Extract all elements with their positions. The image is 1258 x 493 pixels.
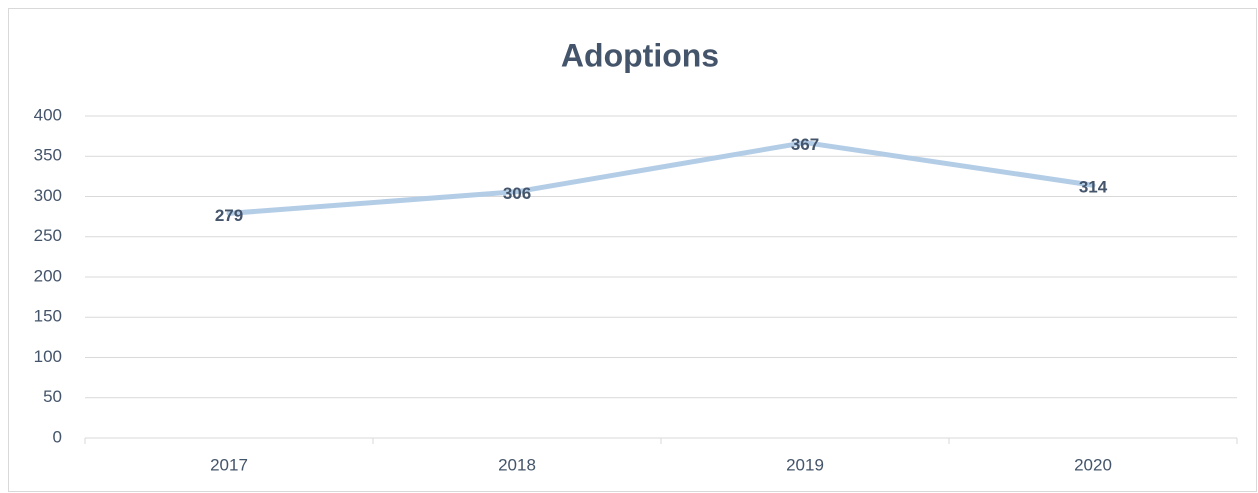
x-tick-label: 2018	[498, 455, 536, 474]
data-line	[226, 140, 1096, 216]
chart-frame	[8, 8, 1257, 492]
x-tick-label: 2019	[786, 455, 824, 474]
x-tick-label: 2017	[210, 455, 248, 474]
y-tick-label: 400	[34, 105, 62, 124]
y-tick-label: 300	[34, 186, 62, 205]
y-tick-label: 200	[34, 266, 62, 285]
data-label: 279	[215, 206, 243, 225]
data-label: 367	[791, 135, 819, 154]
chart-title: Adoptions	[561, 37, 719, 73]
data-label: 314	[1079, 178, 1108, 197]
y-tick-label: 250	[34, 226, 62, 245]
y-tick-label: 50	[43, 387, 62, 406]
y-tick-label: 100	[34, 347, 62, 366]
x-tick-label: 2020	[1074, 455, 1112, 474]
y-tick-label: 150	[34, 307, 62, 326]
y-tick-label: 0	[53, 427, 62, 446]
y-tick-label: 350	[34, 146, 62, 165]
data-label: 306	[503, 184, 531, 203]
